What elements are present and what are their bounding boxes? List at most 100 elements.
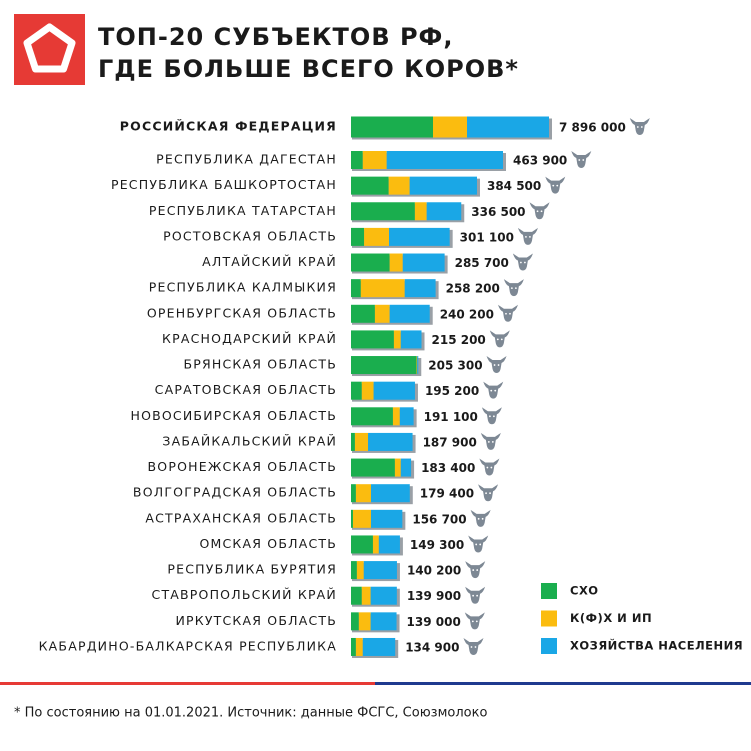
bar-segment (351, 586, 362, 605)
bar-segment (354, 432, 369, 451)
cow-icon (481, 407, 502, 425)
category-label: РЕСПУБЛИКА ТАТАРСТАН (149, 203, 337, 218)
bar-segment (386, 151, 503, 169)
cow-eye (640, 126, 643, 128)
total-label: 140 200 (407, 564, 461, 578)
logo-icon (23, 23, 76, 73)
legend-swatch (541, 638, 557, 654)
bar-segment (362, 151, 387, 169)
bar-segment (370, 586, 397, 605)
bar-segment (351, 458, 395, 477)
cow-icon (465, 561, 486, 579)
bar-segment (414, 202, 427, 221)
bar-segment (389, 227, 450, 246)
bar-segment (351, 561, 357, 580)
total-label: 139 000 (407, 615, 461, 629)
total-label: 156 700 (412, 512, 466, 526)
divider (0, 682, 375, 685)
cow-shape (503, 279, 524, 297)
total-label: 7 896 000 (559, 121, 626, 135)
cow-icon (478, 484, 499, 502)
bar-segment (392, 407, 400, 426)
category-label: АСТРАХАНСКАЯ ОБЛАСТЬ (145, 510, 337, 525)
cow-icon (468, 535, 489, 553)
category-label: ЗАБАЙКАЛЬСКИЙ КРАЙ (162, 433, 337, 448)
cow-eye (491, 441, 494, 443)
cow-shape (464, 612, 485, 630)
cow-eye (488, 415, 491, 418)
total-label: 240 200 (440, 307, 494, 321)
divider (375, 682, 751, 685)
category-label: БРЯНСКАЯ ОБЛАСТЬ (183, 357, 337, 372)
total-label: 134 900 (405, 640, 459, 654)
bar-segment (394, 458, 401, 477)
category-label: РЕСПУБЛИКА КАЛМЫКИЯ (149, 280, 337, 295)
bar-segment (399, 407, 414, 426)
bar-segment (400, 458, 412, 477)
cow-shape (481, 407, 502, 425)
cow-shape (465, 586, 486, 604)
bar-segment (393, 330, 401, 349)
category-label: САРАТОВСКАЯ ОБЛАСТЬ (155, 382, 337, 397)
cow-shape (468, 535, 489, 553)
category-label: АЛТАЙСКИЙ КРАЙ (202, 254, 337, 269)
cow-eye (481, 517, 484, 520)
cow-eye (472, 594, 475, 597)
total-label: 285 700 (455, 256, 509, 270)
cow-shape (529, 202, 550, 220)
total-label: 149 300 (410, 538, 464, 552)
category-label: РЕСПУБЛИКА БУРЯТИЯ (167, 562, 337, 577)
bar-segment (372, 535, 379, 554)
cow-icon (517, 227, 538, 245)
cow-shape (483, 381, 504, 399)
cow-icon (464, 612, 485, 630)
cow-eye (556, 184, 559, 187)
cow-eye (505, 312, 507, 315)
cow-shape (463, 637, 484, 655)
cow-eye (471, 620, 474, 623)
category-label: НОВОСИБИРСКАЯ ОБЛАСТЬ (130, 408, 337, 423)
title-line: ГДЕ БОЛЬШЕ ВСЕГО КОРОВ* (98, 55, 519, 83)
cow-eye (578, 159, 581, 161)
cow-eye (540, 210, 543, 213)
bar-segment (426, 202, 462, 221)
category-label: РЕСПУБЛИКА ДАГЕСТАН (156, 152, 337, 167)
bar-segment (351, 330, 394, 349)
cow-icon (503, 279, 524, 297)
cow-eye (497, 364, 500, 366)
bar-segment (402, 253, 445, 272)
bar-segment (351, 227, 365, 246)
cow-eye (479, 543, 482, 546)
legend-swatch (541, 610, 557, 627)
category-label: ОМСКАЯ ОБЛАСТЬ (199, 536, 337, 551)
cow-eye (489, 492, 491, 495)
total-label: 336 500 (471, 205, 525, 219)
cow-eye (474, 646, 477, 648)
cow-eye (470, 646, 473, 648)
bar-segment (351, 356, 417, 375)
total-label: 139 900 (407, 589, 461, 603)
total-label: 187 900 (423, 435, 477, 449)
cow-eye (476, 594, 479, 597)
bar-segment (351, 535, 373, 554)
cow-icon (486, 356, 507, 374)
category-label: КАБАРДИНО-БАЛКАРСКАЯ РЕСПУБЛИКА (39, 638, 337, 653)
bar-segment (351, 637, 356, 656)
category-label: ОРЕНБУРГСКАЯ ОБЛАСТЬ (147, 305, 337, 320)
bar-segment (351, 484, 356, 503)
bar-segment (351, 612, 359, 631)
cow-eye (636, 126, 639, 128)
cow-eye (475, 543, 478, 546)
bar-segment (370, 509, 403, 528)
cow-icon (545, 176, 566, 194)
bar-segment (370, 612, 397, 631)
cow-eye (529, 235, 531, 238)
bar-segment (351, 202, 415, 221)
bar-segment (361, 586, 371, 605)
category-label: СТАВРОПОЛЬСКИЙ КРАЙ (152, 587, 337, 602)
bar-segment (351, 151, 363, 169)
cow-icon (529, 202, 550, 220)
cow-eye (519, 261, 522, 264)
cow-eye (477, 517, 480, 520)
